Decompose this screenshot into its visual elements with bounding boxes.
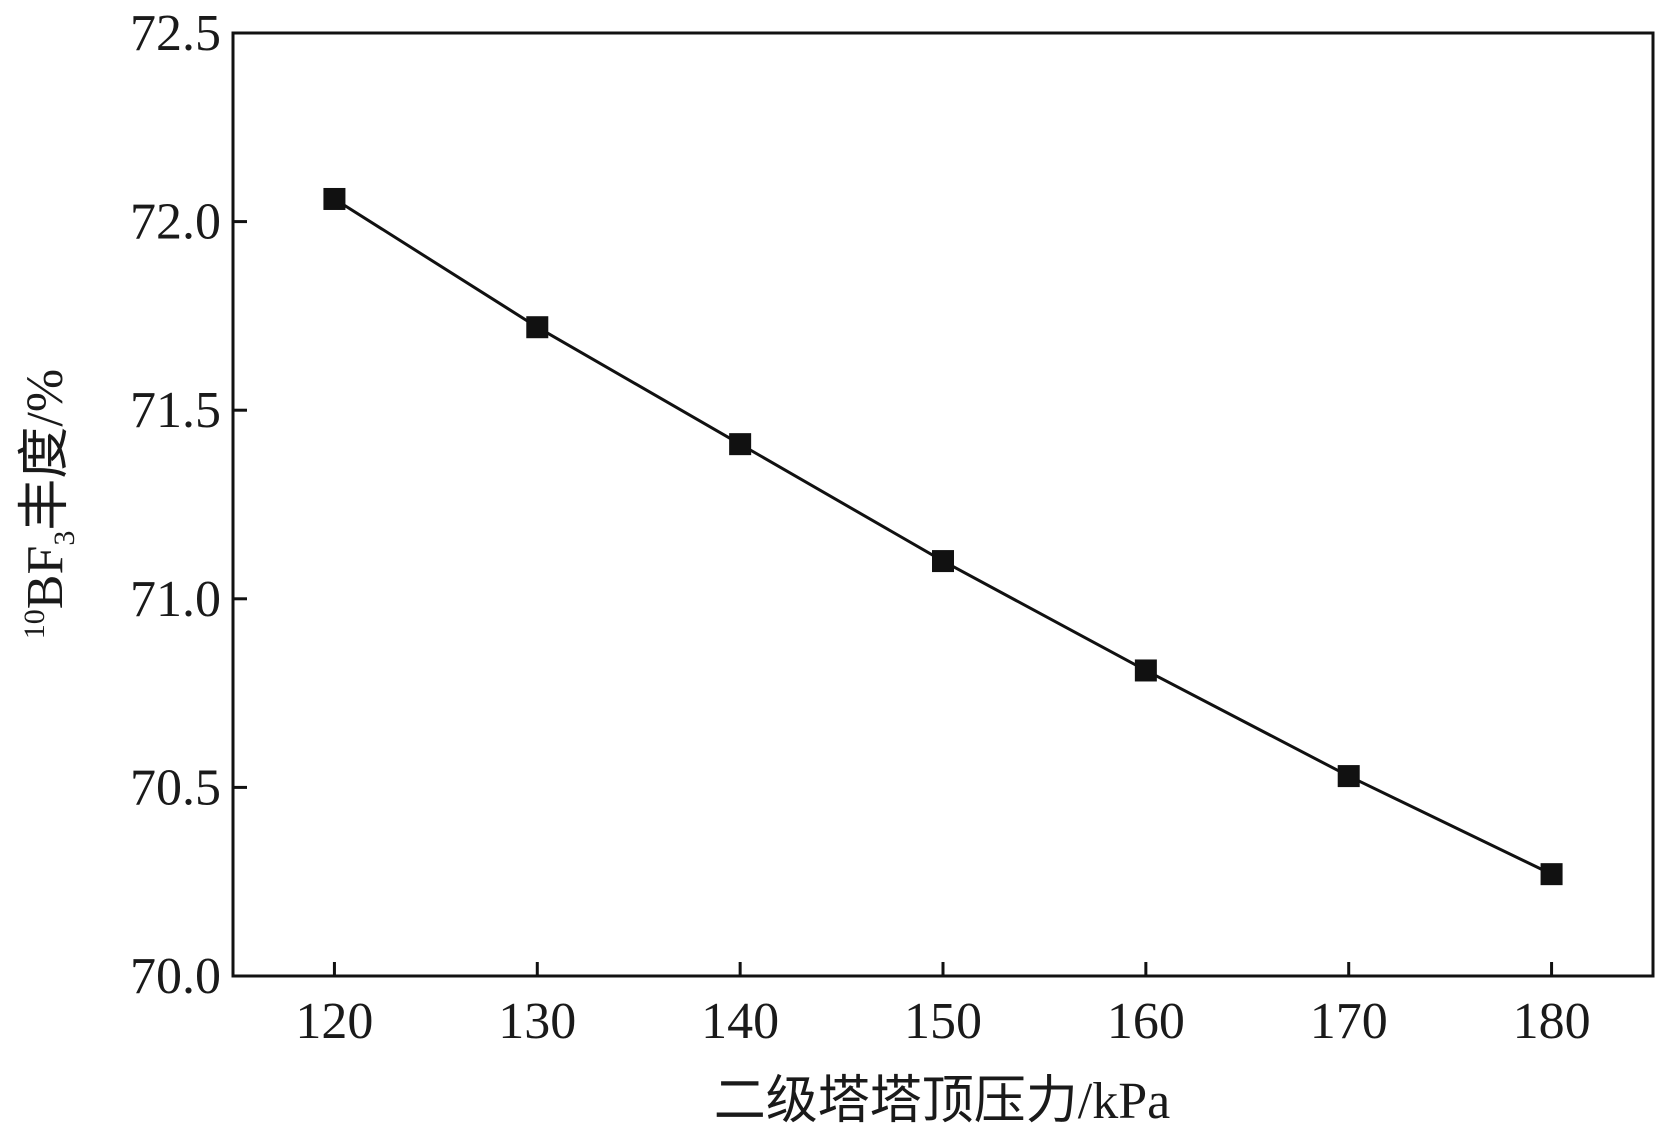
- data-point: [729, 433, 752, 456]
- x-tick-label: 160: [1107, 993, 1185, 1050]
- data-point: [1540, 863, 1563, 886]
- y-axis-title-sup: 10: [18, 609, 51, 639]
- x-tick-label: 180: [1513, 993, 1591, 1050]
- x-tick-label: 140: [701, 993, 779, 1050]
- data-point: [932, 550, 954, 573]
- y-axis-title-sub: 3: [48, 531, 81, 546]
- y-axis-title-main: BF: [17, 546, 74, 610]
- y-tick-label: 72.5: [130, 5, 221, 62]
- y-tick-label: 71.5: [130, 382, 221, 439]
- data-point: [1134, 659, 1157, 682]
- data-point: [1337, 765, 1360, 788]
- y-tick-label: 72.0: [130, 194, 221, 251]
- data-point: [526, 316, 549, 339]
- y-tick-label: 71.0: [130, 571, 221, 628]
- x-tick-label: 170: [1310, 993, 1388, 1050]
- x-tick-label: 120: [295, 993, 373, 1050]
- y-ticks: 70.0 70.5 71.0 71.5 72.0 72.5: [130, 5, 247, 1005]
- x-tick-label: 150: [904, 993, 982, 1050]
- x-tick-label: 130: [498, 993, 576, 1050]
- series-line: [333, 197, 1553, 876]
- y-axis-title-rest: 丰度/%: [17, 369, 74, 531]
- y-tick-label: 70.5: [130, 759, 221, 816]
- y-tick-label: 70.0: [130, 948, 221, 1005]
- x-axis-title: 二级塔塔顶压力/kPa: [714, 1073, 1170, 1130]
- series: [323, 187, 1563, 886]
- x-ticks: 120 130 140 150 160 170 180: [295, 962, 1591, 1050]
- data-point: [323, 187, 346, 210]
- y-axis-title: 10BF3丰度/%: [17, 369, 81, 639]
- plot-frame: [231, 31, 1655, 978]
